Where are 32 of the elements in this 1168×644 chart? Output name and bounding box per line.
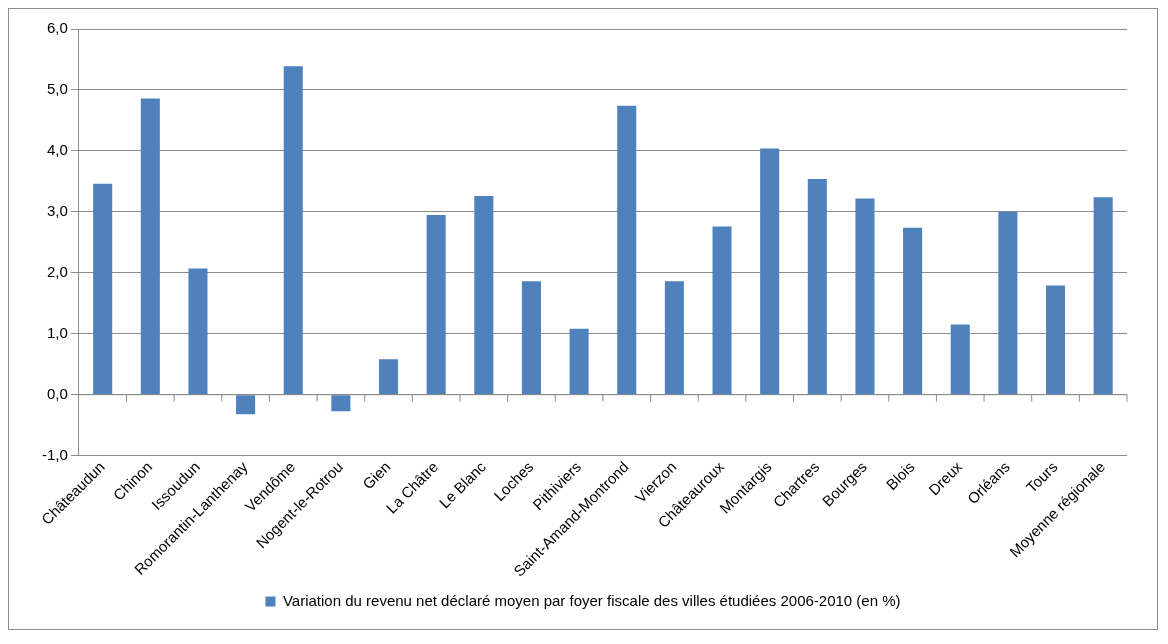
y-tick-label: 2,0	[46, 262, 68, 280]
bar	[236, 395, 256, 415]
bar	[950, 324, 970, 395]
bar	[903, 227, 923, 395]
y-tick-label: 4,0	[46, 141, 68, 159]
bar	[379, 359, 399, 395]
bar	[1046, 285, 1066, 395]
bar	[283, 66, 303, 395]
y-tick-label: 0,0	[46, 384, 68, 402]
legend-label: Variation du revenu net déclaré moyen par foyer fiscale des villes étudiées 2006-2010 (en %)	[282, 591, 901, 609]
y-tick-label: -1,0	[41, 445, 68, 463]
bar	[331, 395, 351, 412]
y-tick-label: 1,0	[46, 323, 68, 341]
bar	[617, 105, 637, 395]
bar	[426, 214, 446, 395]
x-tick-label: Gien	[359, 458, 394, 493]
bar	[569, 328, 589, 395]
bar	[521, 281, 541, 395]
bar	[807, 178, 827, 395]
bar	[998, 211, 1018, 395]
y-tick-label: 5,0	[46, 80, 68, 98]
y-tick-label: 3,0	[46, 201, 68, 219]
bar	[712, 226, 732, 395]
bar	[760, 148, 780, 395]
bar	[855, 198, 875, 395]
bar	[474, 195, 494, 395]
y-tick-label: 6,0	[46, 19, 68, 37]
bar	[188, 268, 208, 395]
bar	[140, 98, 160, 395]
bar	[93, 183, 113, 395]
bar	[1093, 197, 1113, 395]
bar	[664, 281, 684, 395]
